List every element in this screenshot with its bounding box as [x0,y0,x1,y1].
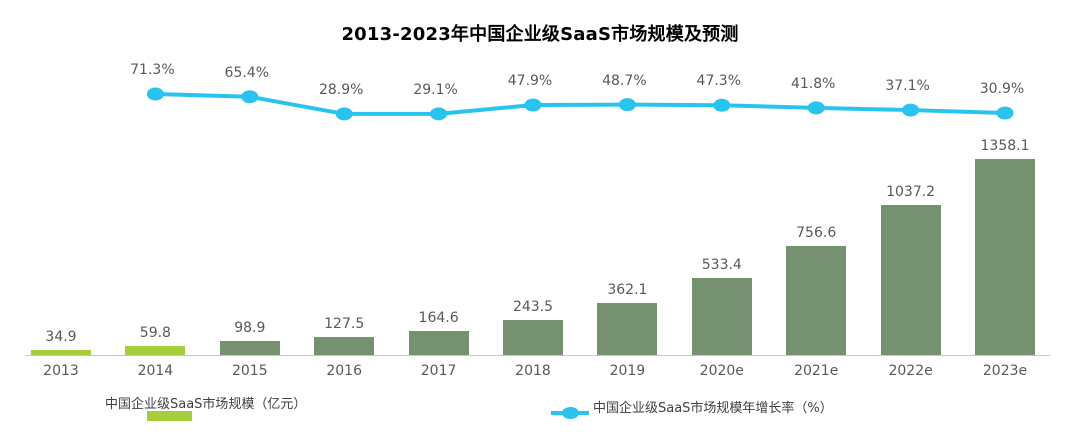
bar-2017 [408,331,469,355]
line-point-label: 48.7% [602,72,647,89]
legend-item-growth-rate: 中国企业级SaaS市场规模年增长率（%） [551,397,833,419]
x-axis-tick-label: 2023e [982,363,1028,379]
bar-2013 [31,349,91,355]
line-point [335,107,353,121]
bar-2020e [691,278,752,355]
bar-value-label: 98.9 [234,319,266,336]
line-point-label: 37.1% [885,78,930,95]
bar-2019 [597,302,658,355]
line-point [430,107,448,121]
line-point-label: 47.3% [696,73,742,90]
bar-value-label: 533.4 [701,257,742,274]
x-axis-tick-label: 2019 [609,363,646,379]
bar-2015 [219,340,280,355]
bar-value-label: 127.5 [324,315,365,332]
x-axis-tick-label: 2015 [231,363,268,379]
x-axis-tick-label: 2014 [137,363,174,379]
line-point-label: 29.1% [413,81,458,98]
x-axis-tick-label: 2020e [699,363,744,379]
line-point [807,101,825,115]
legend-item-market-size: 中国企业级SaaS市场规模（亿元） [105,393,307,421]
bar-value-label: 1037.2 [886,184,936,201]
legend-line-marker-icon [551,407,589,419]
bar-value-label: 34.9 [45,328,77,345]
x-axis-tick-label: 2021e [794,363,839,379]
line-point-label: 30.9% [979,80,1025,97]
line-point [241,90,259,104]
line-point [524,98,542,112]
bar-2014 [125,346,186,355]
bar-value-label: 164.6 [418,310,459,327]
line-point [146,87,164,101]
line-point-label: 71.3% [130,61,175,78]
x-axis-tick-label: 2016 [326,363,362,379]
line-point-label: 65.4% [224,64,270,81]
line-point-label: 28.9% [318,81,364,98]
legend-dot-icon [562,407,579,419]
legend-swatch-icon [147,411,192,421]
bar-2023e [975,159,1035,355]
bar-value-label: 362.1 [607,281,648,298]
x-axis-tick-label: 2013 [43,363,79,379]
line-point [996,106,1014,120]
chart-title: 2013-2023年中国企业级SaaS市场规模及预测 [341,24,739,45]
bar-2016 [314,336,375,355]
bar-2018 [503,319,563,355]
bar-value-label: 59.8 [139,325,171,342]
legend-label-market-size: 中国企业级SaaS市场规模（亿元） [105,397,307,412]
line-point-label: 47.9% [507,72,553,89]
x-axis-tick-label: 2017 [420,363,457,379]
x-axis-line [26,355,1050,356]
bar-2021e [786,245,847,355]
line-point [713,98,731,112]
line-point [902,103,920,117]
line-point-label: 41.8% [790,75,836,92]
growth-rate-line [153,91,1007,116]
legend-label-growth-rate: 中国企业级SaaS市场规模年增长率（%） [593,401,833,416]
x-axis-tick-label: 2018 [515,363,551,379]
line-point [618,98,636,112]
x-axis-tick-label: 2022e [888,363,933,379]
bar-value-label: 756.6 [796,224,837,241]
bar-value-label: 1358.1 [980,138,1030,154]
bar-2022e [880,205,941,355]
bar-value-label: 243.5 [512,298,554,315]
